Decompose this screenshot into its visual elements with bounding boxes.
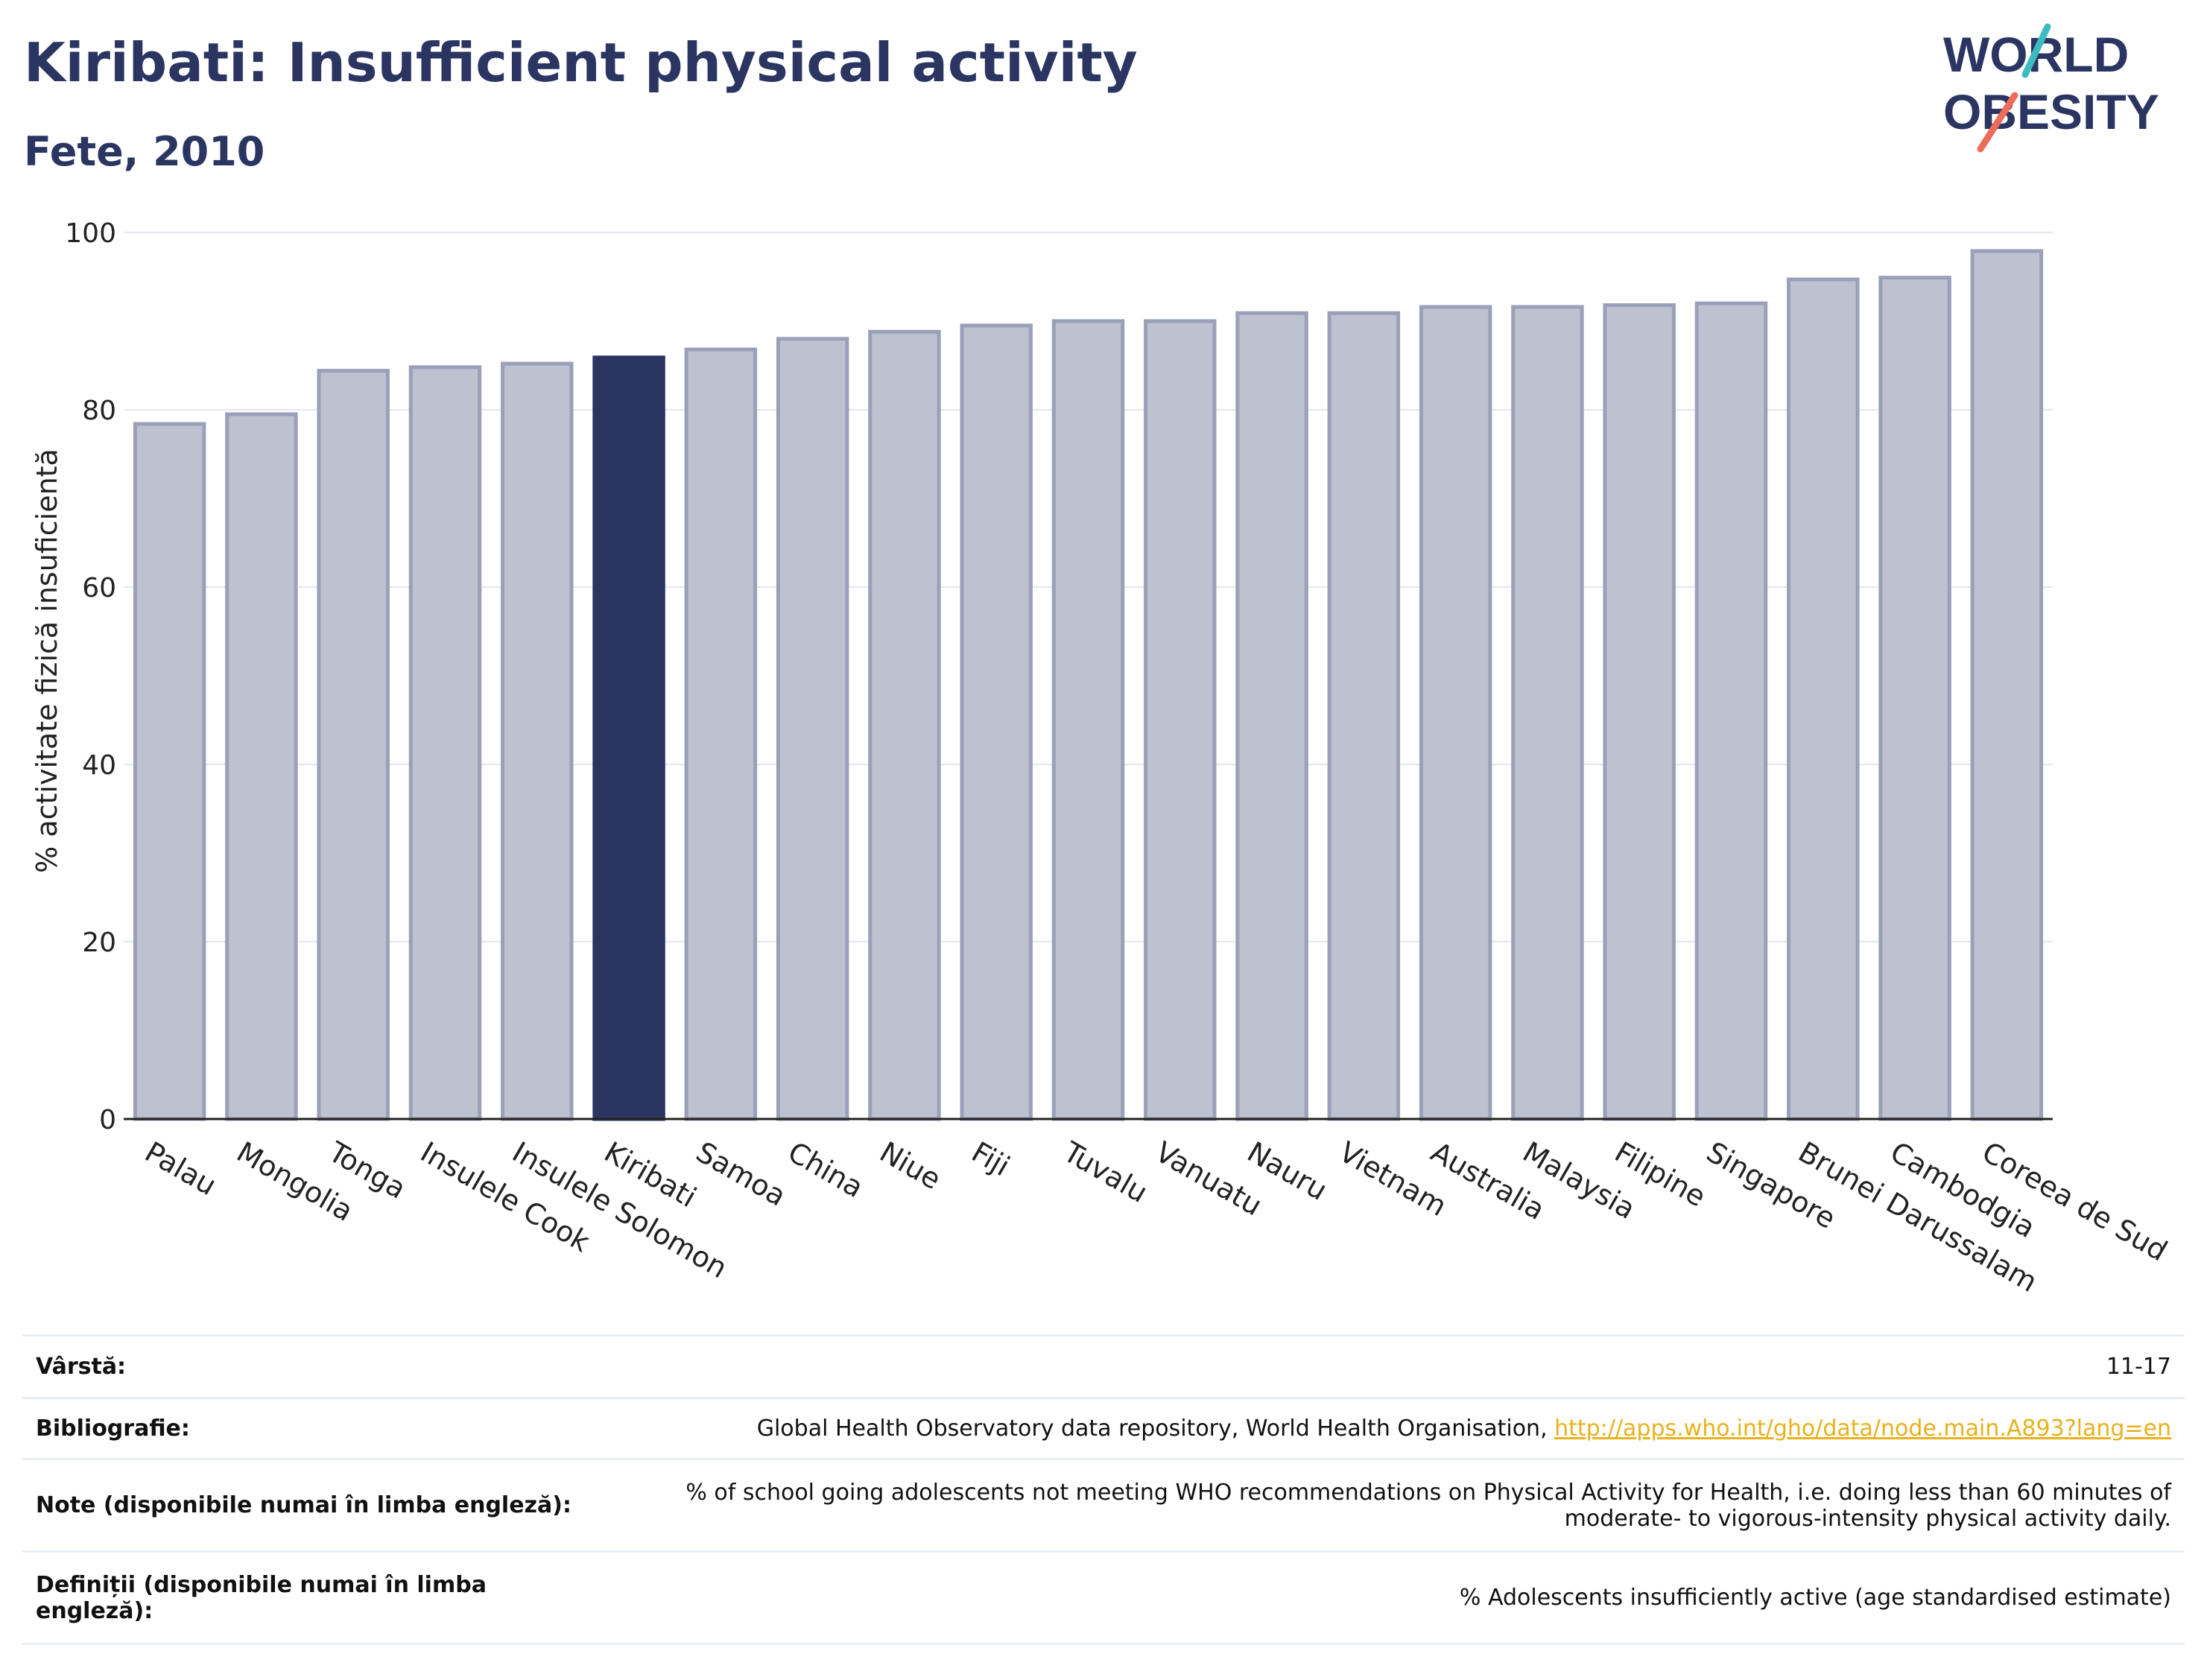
bar-niue	[868, 329, 941, 1121]
meta-label: Note (disponibile numai în limba engleză…	[36, 1492, 571, 1518]
y-tick-label: 0	[99, 1105, 116, 1135]
bar-filipine	[1603, 303, 1676, 1121]
bar-australia	[1419, 305, 1492, 1121]
meta-row-definitions: Definiții (disponibile numai în limba en…	[22, 1551, 2185, 1644]
meta-value: % Adolescents insufficiently active (age…	[1459, 1585, 2171, 1611]
bar-samoa	[684, 347, 758, 1121]
meta-row-age: Vârstă: 11-17	[22, 1335, 2185, 1398]
x-tick-label: Palau	[139, 1135, 222, 1202]
bar-malaysia	[1511, 305, 1584, 1121]
x-tick-label: Tuvalu	[1057, 1135, 1153, 1209]
source-link[interactable]: http://apps.who.int/gho/data/node.main.A…	[1554, 1416, 2171, 1442]
bars	[133, 249, 2044, 1121]
bar-nauru	[1235, 311, 1308, 1121]
y-tick-label: 40	[82, 750, 116, 781]
y-tick-label: 20	[82, 928, 116, 958]
bar-coreea-de-sud	[1970, 249, 2044, 1121]
bar-palau	[133, 422, 206, 1121]
x-tick-label: Samoa	[691, 1135, 791, 1213]
bar-insulele-solomon	[501, 361, 574, 1121]
meta-row-bibliography: Bibliografie: Global Health Observatory …	[22, 1398, 2185, 1459]
meta-value: % of school going adolescents not meetin…	[685, 1479, 2171, 1532]
meta-value: Global Health Observatory data repositor…	[586, 1398, 2185, 1459]
y-tick-label: 60	[82, 573, 116, 603]
y-tick-label: 80	[82, 396, 116, 426]
bar-cambodgia	[1878, 276, 1951, 1121]
chart-title: Kiribati: Insufficient physical activity	[24, 31, 1138, 94]
world-obesity-logo: WORLD OBESITY	[1943, 23, 2159, 153]
logo-slash-coral	[1977, 92, 2018, 153]
y-tick-label: 100	[65, 218, 116, 249]
bar-tuvalu	[1051, 319, 1125, 1121]
logo-slash-teal	[2021, 23, 2051, 78]
x-tick-label: Fiji	[966, 1135, 1016, 1182]
y-tick-labels: 0 20 40 60 80 100	[65, 218, 116, 1135]
bar-fiji	[960, 323, 1033, 1121]
bar-china	[776, 337, 849, 1121]
bar-singapore	[1694, 301, 1768, 1121]
meta-label: Definiții (disponibile numai în limba en…	[36, 1571, 487, 1624]
bar-vanuatu	[1144, 319, 1217, 1121]
bar-kiribati	[592, 355, 665, 1121]
meta-row-notes: Note (disponibile numai în limba engleză…	[22, 1459, 2185, 1552]
x-tick-label: Niue	[874, 1135, 946, 1196]
bar-brunei-darussalam	[1787, 277, 1860, 1121]
bar-mongolia	[225, 412, 298, 1121]
bar-insulele-cook	[408, 365, 482, 1121]
bar-vietnam	[1327, 311, 1401, 1121]
bar-tonga	[317, 369, 390, 1121]
logo-word-obesity: OBESITY	[1943, 84, 2159, 139]
x-tick-label: China	[782, 1135, 869, 1204]
meta-label: Bibliografie:	[36, 1416, 190, 1442]
meta-value: 11-17	[2106, 1354, 2171, 1380]
y-axis-label: % activitate fizică insuficientă	[31, 448, 63, 873]
chart-subtitle: Fete, 2010	[24, 128, 265, 175]
meta-label: Vârstă:	[36, 1354, 127, 1380]
source-text: Global Health Observatory data repositor…	[756, 1416, 1555, 1442]
metadata-table: Vârstă: 11-17 Bibliografie: Global Healt…	[22, 1334, 2185, 1645]
